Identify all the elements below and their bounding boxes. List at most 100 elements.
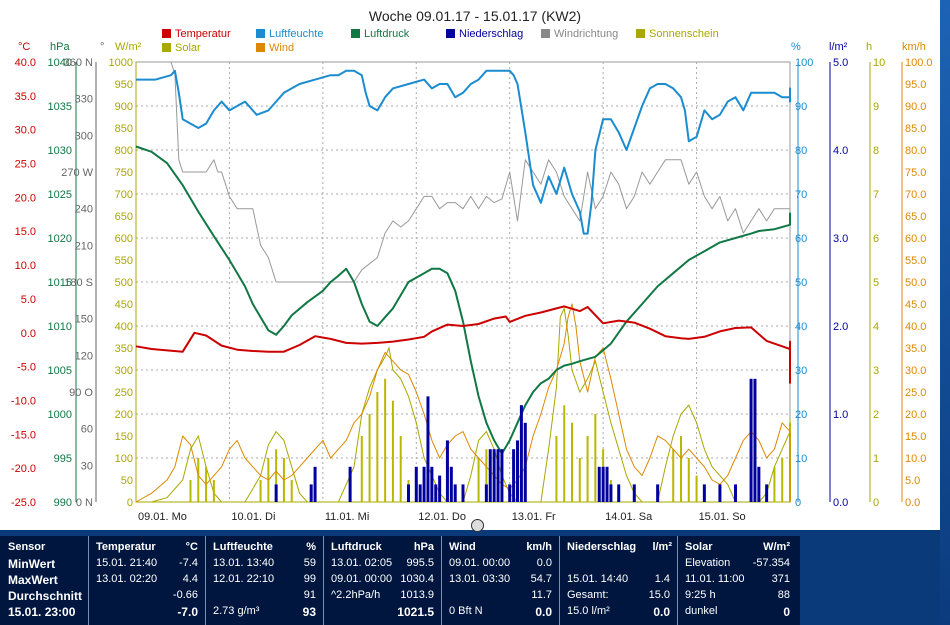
legend-label: Wind bbox=[269, 42, 294, 54]
summary-col-wind: Wind km/h 09.01. 00:00 0.0 13.01. 03:30 … bbox=[441, 536, 560, 625]
grid: 09.01. Mo 10.01. Di 11.01. Mi 12.01. Do 13.0… bbox=[135, 61, 791, 523]
precipitation-max-value: 1.4 bbox=[654, 573, 670, 585]
precipitation-current: 0.0 bbox=[653, 605, 670, 619]
axis-tick-label: 150 bbox=[75, 314, 93, 326]
summary-table: Sensor MinWert MaxWert Durchschnitt 15.0… bbox=[0, 536, 800, 625]
temperature-min-time: 15.01. 21:40 bbox=[96, 557, 158, 569]
avg-label: Durchschnitt bbox=[8, 589, 83, 603]
solar-max-time: 11.01. 11:00 bbox=[685, 573, 745, 585]
temperature-header: Temperatur bbox=[96, 541, 156, 553]
axis-tick-label: 35.0 bbox=[905, 343, 926, 355]
precipitation-bar bbox=[438, 475, 442, 502]
axis-tick-label: 30 bbox=[795, 365, 807, 377]
temperature-avg: -0.66 bbox=[172, 589, 198, 601]
precipitation-unit: l/m² bbox=[652, 541, 672, 553]
precipitation-bar bbox=[609, 484, 613, 502]
precipitation-bar bbox=[718, 484, 722, 502]
axis-tick-label: 40.0 bbox=[905, 321, 926, 333]
wind-bft: 0 Bft N bbox=[449, 605, 483, 617]
x-tick-label: 10.01. Di bbox=[231, 511, 275, 523]
axis-tick-label: 70 bbox=[795, 189, 807, 201]
humidity-absolute: 2.73 g/m³ bbox=[213, 605, 260, 617]
wind-avg: 11.7 bbox=[531, 589, 552, 601]
axis-tick-label: 100 bbox=[795, 57, 813, 69]
axis-tick-label: 350 bbox=[115, 343, 133, 355]
axis-tick-label: 250 bbox=[115, 387, 133, 399]
axis-tick-label: 45.0 bbox=[905, 299, 926, 311]
legend-swatch bbox=[636, 29, 645, 38]
axis-tick-label: 40 bbox=[795, 321, 807, 333]
axis-tick-label: 4 bbox=[873, 321, 879, 333]
precipitation-bar bbox=[512, 449, 516, 502]
axis-tick-label: 0 bbox=[127, 497, 133, 509]
wind-current: 0.0 bbox=[535, 605, 552, 619]
axis-tick-label: 200 bbox=[115, 409, 133, 421]
axis-tick-label: 1030 bbox=[48, 145, 72, 157]
x-tick-label: 13.01. Fr bbox=[512, 511, 556, 523]
temperature-current: -7.0 bbox=[177, 605, 198, 619]
axis-tick-label: 90 bbox=[795, 101, 807, 113]
axis-tick-label: 6 bbox=[873, 233, 879, 245]
solar-state: dunkel bbox=[685, 605, 718, 617]
max-label: MaxWert bbox=[8, 573, 58, 587]
x-tick-label: 15.01. So bbox=[699, 511, 746, 523]
axis-tick-label: 65.0 bbox=[905, 211, 926, 223]
precipitation-bar bbox=[597, 466, 601, 502]
axis-tick-label: 950 bbox=[115, 79, 133, 91]
axis-tick-label: 5 bbox=[873, 277, 879, 289]
time-marker-icon[interactable] bbox=[471, 519, 484, 532]
precipitation-bar bbox=[601, 466, 605, 502]
axis-tick-label: 95.0 bbox=[905, 79, 926, 91]
legend-swatch bbox=[162, 29, 171, 38]
wind-min-time: 09.01. 00:00 bbox=[449, 557, 511, 569]
series-temperature bbox=[135, 305, 791, 384]
summary-col-precipitation: Niederschlag l/m² 15.01. 14:40 1.4 Gesam… bbox=[559, 536, 678, 625]
axis-tick-label: 30.0 bbox=[905, 365, 926, 377]
axis-unit-label: hPa bbox=[50, 41, 70, 53]
sunshine-duration: 9:25 h bbox=[685, 589, 716, 601]
axis-tick-label: -25.0 bbox=[11, 497, 36, 509]
axis-tick-label: 50 bbox=[121, 475, 133, 487]
precipitation-bar bbox=[765, 484, 769, 502]
axis-tick-label: 60 bbox=[795, 233, 807, 245]
axis-tick-label: 1040 bbox=[48, 57, 72, 69]
precipitation-bar bbox=[500, 449, 504, 502]
axis-tick-label: 20.0 bbox=[15, 192, 36, 204]
axis-tick-label: 2.0 bbox=[833, 321, 848, 333]
precipitation-max-time: 15.01. 14:40 bbox=[567, 573, 629, 585]
axis-tick-label: 150 bbox=[115, 431, 133, 443]
precipitation-bar bbox=[274, 484, 278, 502]
axis-tick-label: 75.0 bbox=[905, 167, 926, 179]
pressure-min-time: 13.01. 02:05 bbox=[331, 557, 393, 569]
precipitation-bar bbox=[508, 484, 512, 502]
precipitation-bar bbox=[461, 484, 465, 502]
axis-tick-label: 60 bbox=[81, 424, 93, 436]
axis-tick-label: -15.0 bbox=[11, 429, 36, 441]
axis-tick-label: 0 N bbox=[76, 497, 93, 509]
axis-tick-label: 100 bbox=[115, 453, 133, 465]
axis-tick-label: 1.0 bbox=[833, 409, 848, 421]
axis-tick-label: 990 bbox=[54, 497, 72, 509]
min-label: MinWert bbox=[8, 557, 56, 571]
summary-col-humidity: Luftfeuchte % 13.01. 13:40 59 12.01. 22:… bbox=[205, 536, 324, 625]
temperature-max-value: 4.4 bbox=[182, 573, 198, 585]
series-wind_speed bbox=[135, 303, 791, 503]
legend-label: Solar bbox=[175, 42, 201, 54]
axis-tick-label: 40.0 bbox=[15, 57, 36, 69]
precipitation-bar bbox=[309, 484, 313, 502]
precipitation-bar bbox=[426, 396, 430, 502]
axis-tick-label: 15.0 bbox=[905, 431, 926, 443]
axis-tick-label: 25.0 bbox=[15, 159, 36, 171]
axis-tick-label: 210 bbox=[75, 240, 93, 252]
precipitation-bar bbox=[414, 466, 418, 502]
axis-tick-label: 90 O bbox=[69, 387, 93, 399]
axis-tick-label: 300 bbox=[115, 365, 133, 377]
axis-tick-label: 0 bbox=[795, 497, 801, 509]
legend-swatch bbox=[351, 29, 360, 38]
wind-min-value: 0.0 bbox=[536, 557, 552, 569]
precipitation-bar bbox=[422, 466, 426, 502]
pressure-avg: 1013.9 bbox=[400, 589, 434, 601]
temperature-min-value: -7.4 bbox=[179, 557, 198, 569]
legend-label: Luftdruck bbox=[364, 28, 410, 40]
axis-tick-label: 1015 bbox=[48, 277, 72, 289]
